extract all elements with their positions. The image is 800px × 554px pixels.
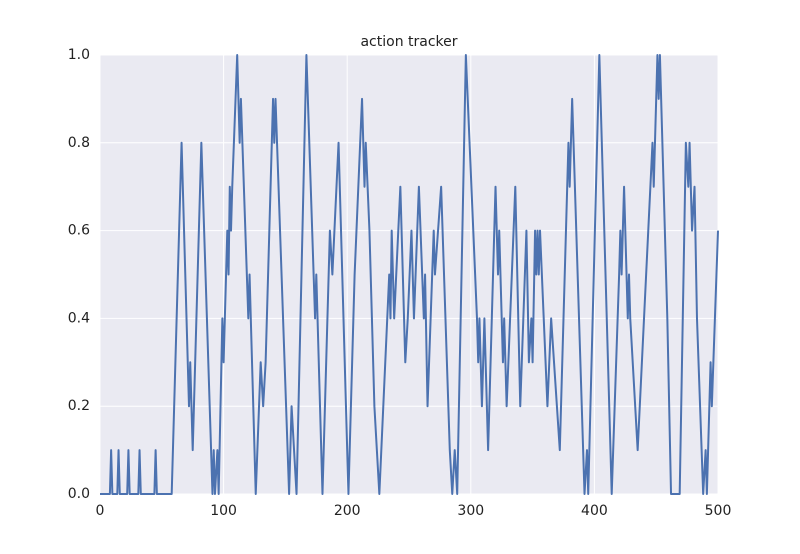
y-tick-label: 0.2 [68,398,90,414]
x-tick-label: 400 [581,503,608,519]
y-tick-label: 0.4 [68,310,90,326]
x-tick-label: 200 [334,503,361,519]
x-tick-label: 300 [457,503,484,519]
x-tick-label: 0 [96,503,105,519]
x-tick-label: 500 [705,503,732,519]
y-tick-label: 0.8 [68,135,90,151]
y-tick-label: 1.0 [68,47,90,63]
chart-title: action tracker [360,34,457,50]
x-tick-label: 100 [210,503,237,519]
y-tick-label: 0.6 [68,223,90,239]
data-line [100,54,719,495]
y-tick-label: 0.0 [68,486,90,502]
